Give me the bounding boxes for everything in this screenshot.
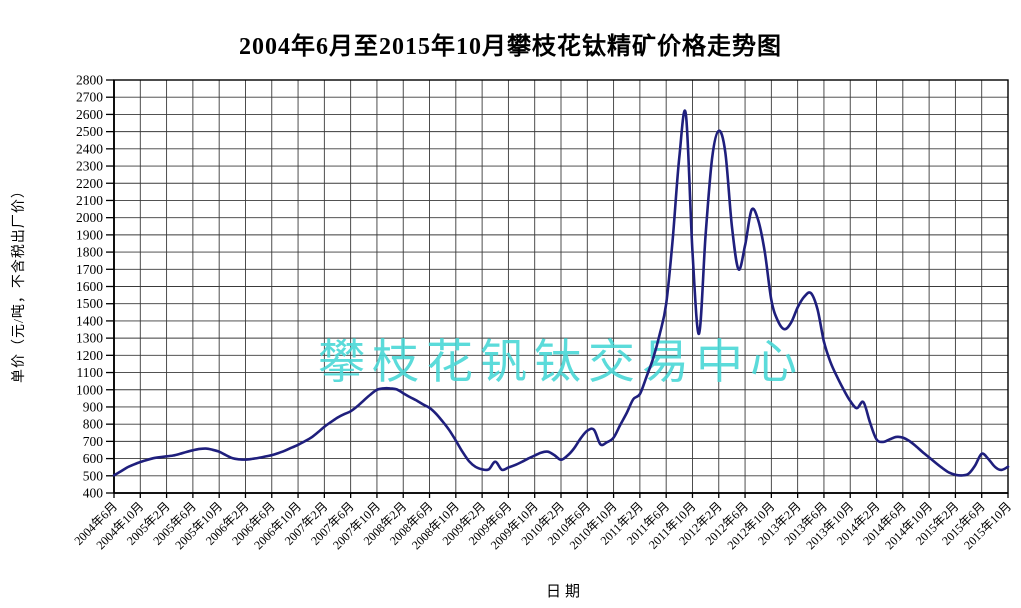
y-tick-label: 400 bbox=[83, 486, 104, 501]
y-tick-label: 600 bbox=[83, 451, 104, 466]
price-line-series bbox=[112, 109, 1010, 477]
y-tick-label: 1400 bbox=[76, 313, 103, 328]
chart-title: 2004年6月至2015年10月攀枝花钛精矿价格走势图 bbox=[239, 34, 782, 60]
y-tick-label: 1300 bbox=[76, 331, 103, 346]
y-tick-label: 2300 bbox=[76, 159, 103, 174]
x-axis-title: 日期 bbox=[545, 584, 584, 600]
y-tick-label: 1000 bbox=[76, 382, 103, 397]
y-tick-label: 900 bbox=[83, 399, 104, 414]
y-tick-label: 2500 bbox=[76, 124, 103, 139]
y-tick-label: 500 bbox=[83, 468, 104, 483]
y-tick-label: 2200 bbox=[76, 176, 103, 191]
watermark-text: 攀枝花钒钛交易中心 bbox=[318, 337, 804, 389]
y-tick-label: 1100 bbox=[77, 365, 104, 380]
y-tick-label: 2000 bbox=[76, 210, 103, 225]
y-tick-label: 1900 bbox=[76, 227, 103, 242]
y-tick-label: 2400 bbox=[76, 141, 103, 156]
y-tick-label: 2700 bbox=[76, 90, 103, 105]
y-tick-label: 800 bbox=[83, 417, 104, 432]
y-tick-label: 1600 bbox=[76, 279, 103, 294]
y-tick-label: 2600 bbox=[76, 107, 103, 122]
y-tick-label: 700 bbox=[83, 434, 104, 449]
y-tick-label: 1200 bbox=[76, 348, 103, 363]
y-tick-label: 2100 bbox=[76, 193, 103, 208]
y-tick-label: 1500 bbox=[76, 296, 103, 311]
y-tick-label: 1800 bbox=[76, 245, 103, 260]
y-tick-label: 1700 bbox=[76, 262, 103, 277]
y-tick-label: 2800 bbox=[76, 73, 103, 88]
